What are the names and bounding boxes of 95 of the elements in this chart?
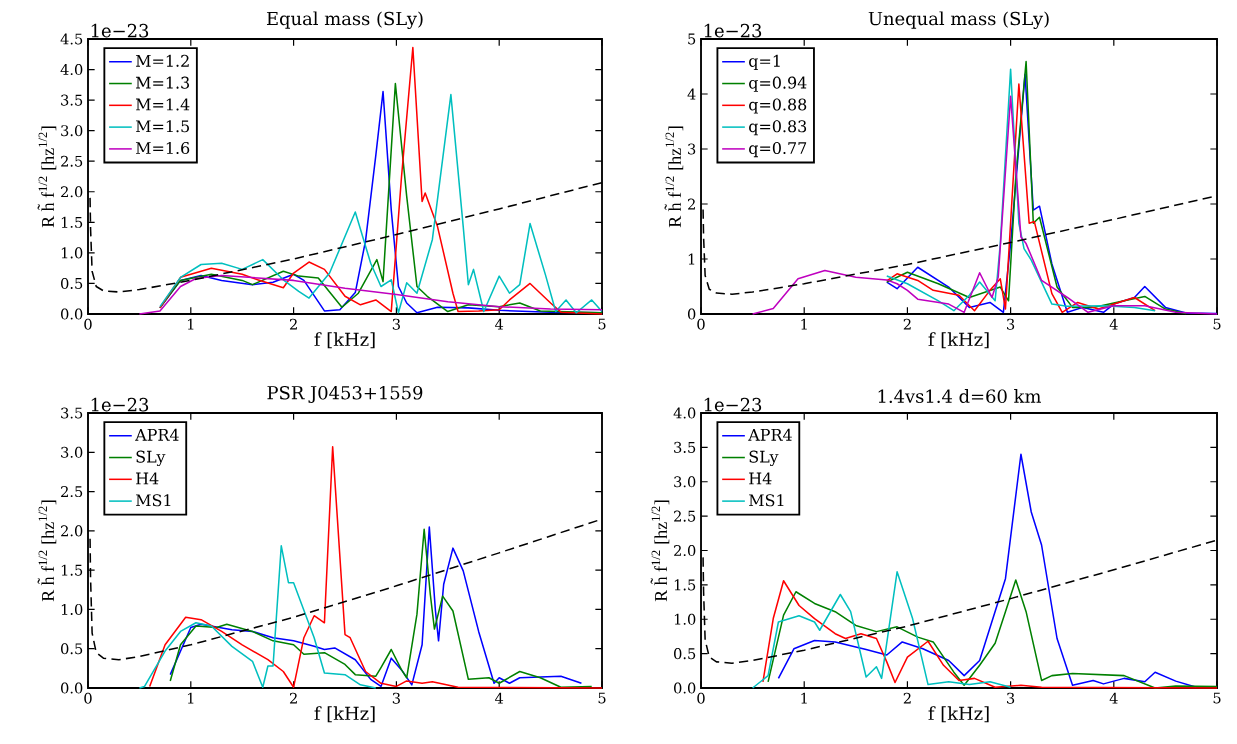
x-tick-label: 2 [289,692,297,704]
x-tick-label: 1 [801,318,807,330]
text: 1e−23 [704,397,762,412]
y-tick-label: 0.0 [674,682,696,694]
x-tick-label: 4 [495,692,504,704]
x-tick-label: 4 [495,318,504,330]
y-tick-label: 3.0 [61,125,83,137]
legend-label: H4 [749,472,772,485]
legend-label: q=0.83 [749,120,807,136]
x-tick-label: 5 [598,692,606,704]
y-tick-label: 4.5 [60,33,83,45]
y-tick-label: 1.0 [61,247,83,259]
x-tick-label: 5 [1213,692,1221,704]
x-axis-title: f [kHz] [928,332,989,349]
y-tick-label: 2.0 [61,186,83,198]
y-axis-title: R h̃ f$^{1/2}$ [hz$^{1/2}$] [37,500,57,602]
y-tick-label: 1 [688,253,695,265]
y-tick-label: 3 [688,143,696,155]
x-axis-title: f [kHz] [314,332,375,349]
x-tick-label: 1 [801,692,807,704]
line-series [751,571,1012,689]
legend-label: M=1.4 [135,98,190,111]
y-tick-label: 2.5 [61,155,83,167]
x-tick-label: 0 [84,692,92,704]
y-tick-label: 0.0 [61,308,83,320]
legend-label: MS1 [135,494,171,507]
y-tick-label: 3.5 [61,407,83,419]
y-tick-label: 1.5 [674,579,696,591]
x-tick-label: 4 [1109,692,1118,704]
y-tick-label: 2.5 [61,486,83,498]
y-tick-label: 3.0 [674,476,696,488]
x-tick-label: 1 [187,318,194,330]
legend-label: SLy [136,450,166,466]
chart-title: Equal mass (SLy) [266,11,423,29]
line-series [751,95,1218,315]
y-axis-title: R h̃ f$^{1/2}$ [hz$^{1/2}$] [664,126,684,228]
text: 1e−23 [91,23,149,38]
y-tick-label: 2.0 [674,544,696,557]
y-tick-label: 0.5 [61,643,83,655]
legend-label: MS1 [749,494,784,507]
legend-label: q=1 [749,54,780,70]
chart-title: PSR J0453+1559 [267,385,423,403]
x-tick-label: 0 [84,318,92,330]
y-tick-label: 2.5 [674,510,696,522]
y-tick-label: 2.0 [61,525,83,537]
x-tick-label: 1 [187,692,194,704]
y-tick-label: 3.5 [674,441,696,453]
x-axis-title: f [kHz] [314,706,375,723]
x-tick-label: 3 [1007,318,1015,330]
y-tick-label: 4.0 [673,407,696,419]
legend-label: SLy [749,450,779,466]
chart-title: Unequal mass (SLy) [868,11,1049,29]
x-tick-label: 3 [1007,692,1015,704]
x-axis-title: f [kHz] [928,706,989,723]
y-tick-label: 0 [687,308,696,320]
legend-label: M=1.3 [135,76,190,89]
legend-label: q=0.88 [749,98,807,114]
x-tick-label: 2 [903,692,911,704]
legend-label: M=1.5 [135,120,189,133]
x-tick-label: 2 [903,318,911,330]
x-tick-label: 2 [289,318,297,330]
x-tick-label: 5 [598,318,606,330]
x-tick-label: 5 [1213,318,1221,330]
x-tick-label: 0 [697,692,705,704]
y-axis-title: R h̃ f$^{1/2}$ [hz$^{1/2}$] [37,126,57,228]
y-tick-label: 3.5 [61,94,83,106]
legend-label: q=0.94 [749,76,807,92]
text: 1e−23 [91,397,149,412]
y-tick-label: 4 [687,88,696,100]
legend-label: H4 [136,472,159,485]
line-series [138,545,377,689]
legend-label: M=1.6 [135,141,190,155]
legend-label: M=1.2 [135,54,189,67]
y-tick-label: 0.5 [674,648,696,660]
chart-title: 1.4vs1.4 d=60 km [878,389,1041,403]
x-tick-label: 4 [1109,318,1118,330]
line-series [138,274,603,315]
legend-label: q=0.77 [749,141,807,158]
y-tick-label: 1.5 [61,216,83,228]
y-tick-label: 4.0 [60,64,83,76]
y-tick-label: 1.5 [61,564,83,576]
y-tick-label: 1.0 [674,613,696,625]
y-tick-label: 3.0 [61,446,83,458]
y-tick-label: 1.0 [61,603,83,615]
legend-label: APR4 [748,428,792,441]
x-tick-label: 3 [392,318,400,330]
y-tick-label: 0.0 [61,682,83,694]
x-tick-label: 0 [697,318,705,330]
text: 1e−23 [704,23,762,38]
x-tick-label: 3 [392,692,400,704]
y-tick-label: 0.5 [61,277,83,289]
legend-label: APR4 [135,428,179,441]
y-axis-title: R h̃ f$^{1/2}$ [hz$^{1/2}$] [650,500,670,602]
y-tick-label: 2 [688,198,695,210]
y-tick-label: 5 [688,33,696,45]
